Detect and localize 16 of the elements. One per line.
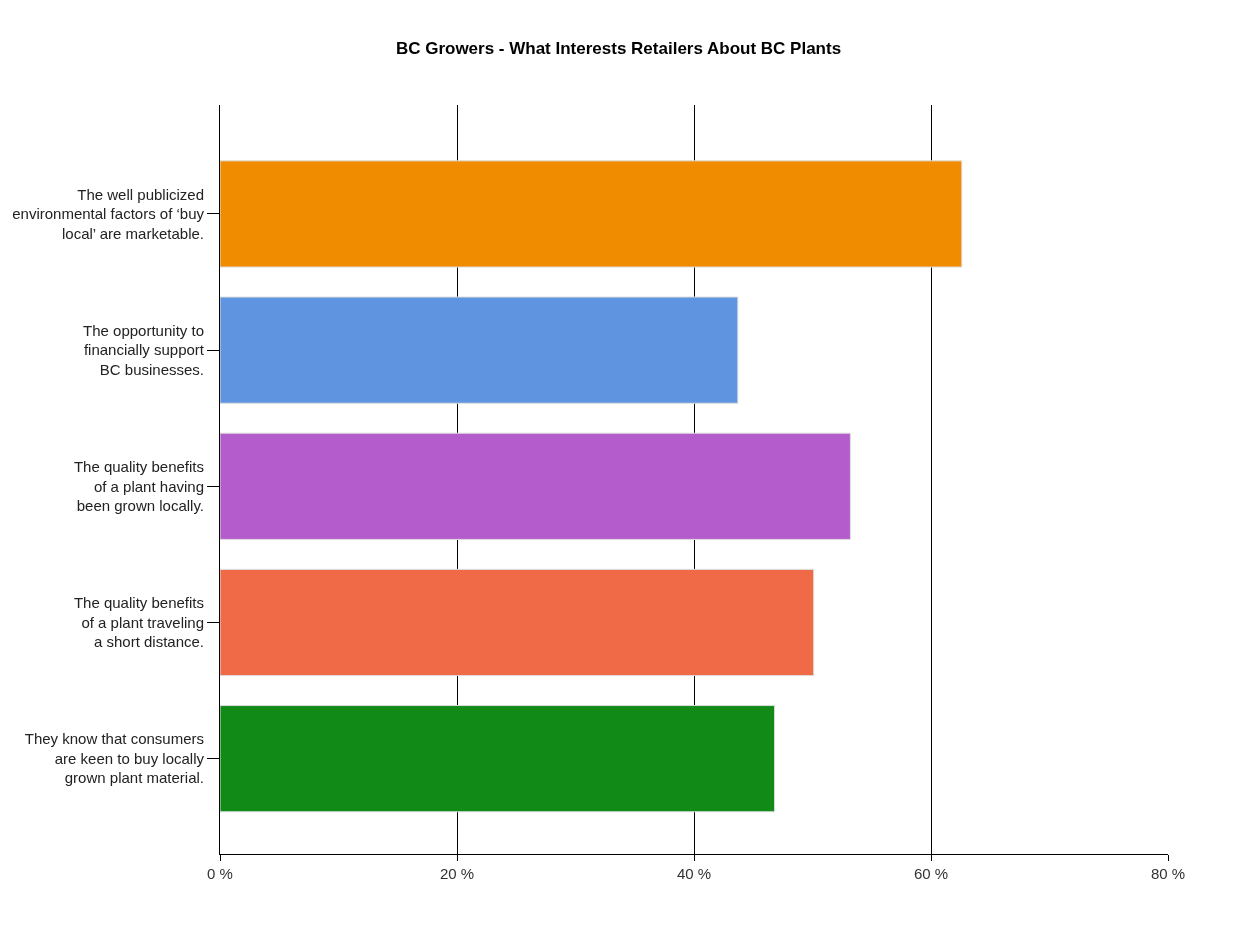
y-tick-label: The quality benefits of a plant traveling a short distance. <box>73 594 204 651</box>
x-tick-label: 0 % <box>207 865 233 882</box>
bar <box>220 160 963 268</box>
y-tick-label: The opportunity to financially support BC businesses. <box>83 321 205 378</box>
y-tick-label: The quality benefits of a plant having been grown locally. <box>73 458 204 515</box>
x-tick-label: 40 % <box>676 865 712 882</box>
bar <box>220 432 851 540</box>
bar <box>220 296 739 404</box>
y-tick-label: They know that consumers are keen to buy locally grown plant material. <box>24 730 205 787</box>
chart-title: BC Growers - What Interests Retailers About BC Plants <box>395 38 842 58</box>
x-tick-label: 80 % <box>1150 865 1186 882</box>
bar <box>220 705 776 813</box>
bar <box>220 568 815 677</box>
x-tick-label: 60 % <box>913 865 949 882</box>
x-tick-label: 20 % <box>439 865 475 882</box>
y-tick-label: The well publicized environmental factors of ‘buy local’ are marketable. <box>12 185 205 242</box>
